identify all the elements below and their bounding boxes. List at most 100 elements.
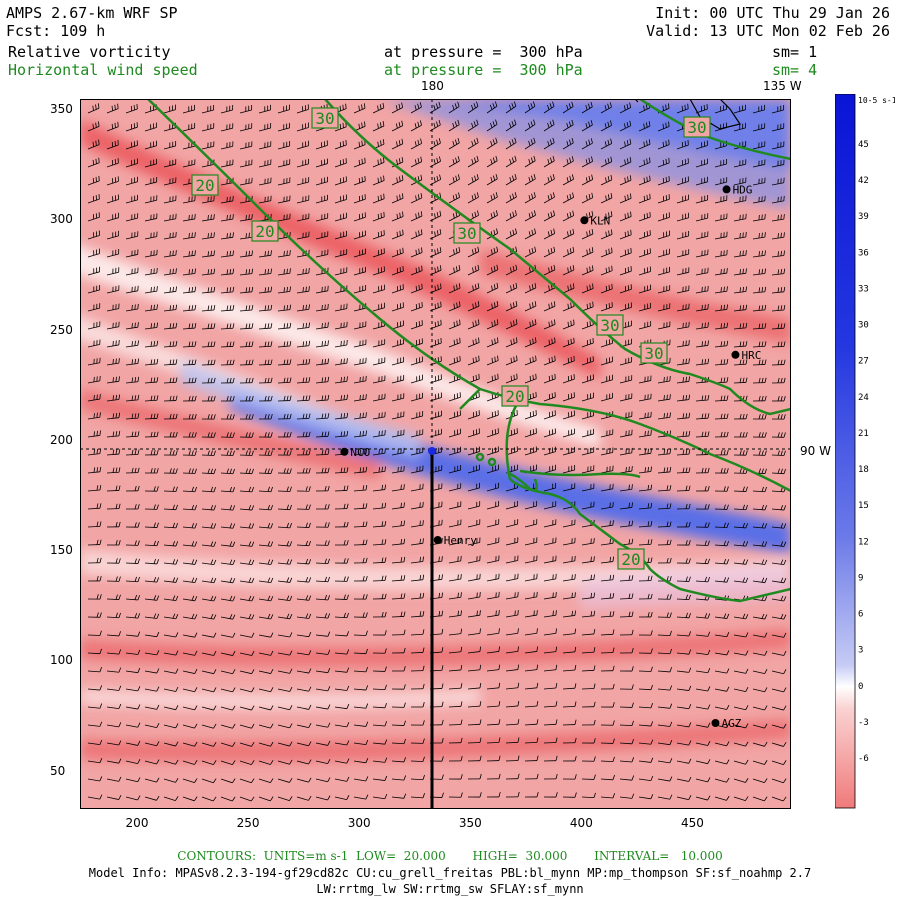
wind-barb-flag bbox=[327, 686, 331, 692]
wind-barb-flag bbox=[629, 157, 632, 163]
wind-barb bbox=[125, 126, 138, 132]
wind-barb-flag bbox=[346, 794, 350, 800]
wind-barb-flag bbox=[593, 592, 596, 598]
wind-barb-flag bbox=[573, 319, 575, 325]
wind-barb bbox=[505, 669, 518, 672]
wind-barb-flag bbox=[210, 559, 214, 565]
wind-barb bbox=[410, 361, 423, 366]
wind-barb-flag bbox=[498, 628, 500, 634]
wind-barb-flag bbox=[403, 775, 407, 781]
wind-barb bbox=[277, 616, 290, 620]
wind-barb-flag bbox=[153, 431, 156, 437]
wind-barb-flag bbox=[188, 468, 191, 474]
wind-barb-flag bbox=[419, 593, 422, 599]
wind-barb-flag bbox=[441, 628, 444, 634]
wind-barb-flag bbox=[153, 468, 156, 474]
wind-barb bbox=[543, 723, 557, 726]
wind-barb-flag bbox=[510, 321, 512, 327]
wind-barb bbox=[144, 706, 157, 710]
wind-barb-flag bbox=[669, 721, 673, 727]
wind-barb-flag bbox=[264, 395, 267, 401]
wind-barb-flag bbox=[289, 595, 293, 601]
wind-barb-flag bbox=[114, 104, 116, 110]
wind-barb-flag bbox=[688, 594, 691, 600]
wind-barb-flag bbox=[570, 320, 572, 326]
wind-barb-flag bbox=[610, 174, 613, 180]
wind-barb bbox=[676, 688, 689, 691]
wind-barb-flag bbox=[194, 778, 198, 783]
wind-barb bbox=[657, 634, 671, 636]
wind-barb-flag bbox=[574, 646, 577, 652]
wind-barb-flag bbox=[324, 340, 326, 346]
wind-barb-flag bbox=[191, 613, 195, 619]
wind-barb-flag bbox=[437, 266, 439, 272]
wind-barb-flag bbox=[96, 539, 99, 545]
wind-barb bbox=[201, 472, 215, 475]
wind-barb-flag bbox=[131, 395, 134, 401]
wind-barb bbox=[448, 705, 462, 708]
wind-barb-flag bbox=[232, 760, 236, 765]
wind-barb-flag bbox=[438, 120, 441, 126]
wind-barb-flag bbox=[742, 268, 744, 274]
wind-barb-flag bbox=[567, 267, 569, 273]
wind-barb-flag bbox=[153, 613, 157, 619]
wind-barb-flag bbox=[245, 287, 248, 293]
wind-barb-flag bbox=[472, 321, 474, 327]
wind-barb bbox=[296, 580, 309, 583]
wind-barb-flag bbox=[685, 431, 688, 437]
wind-barb-flag bbox=[365, 630, 368, 636]
wind-barb-flag bbox=[115, 521, 118, 527]
wind-barb bbox=[714, 688, 727, 692]
wind-barb-flag bbox=[669, 394, 671, 400]
wind-barb-flag bbox=[608, 266, 610, 272]
wind-barb-flag bbox=[688, 740, 692, 746]
wind-barb-flag bbox=[210, 414, 213, 420]
wind-barb bbox=[524, 687, 537, 690]
wind-barb-flag bbox=[99, 739, 103, 745]
wind-barb bbox=[638, 162, 651, 168]
wind-barb-flag bbox=[688, 540, 691, 546]
wind-barb-flag bbox=[547, 140, 550, 146]
wind-barb-flag bbox=[457, 119, 460, 125]
wind-barb-flag bbox=[270, 377, 273, 383]
wind-barb bbox=[372, 724, 385, 727]
wind-barb-flag bbox=[533, 155, 536, 161]
wind-barb bbox=[239, 634, 252, 638]
wind-barb-flag bbox=[95, 122, 97, 128]
wind-barb-flag bbox=[438, 592, 441, 598]
wind-barb-flag bbox=[688, 576, 691, 582]
wind-barb bbox=[201, 706, 214, 711]
wind-barb bbox=[448, 633, 461, 636]
wind-barb-flag bbox=[780, 595, 784, 601]
wind-barb-flag bbox=[188, 251, 190, 257]
wind-barb-flag bbox=[175, 741, 179, 747]
wind-barb-flag bbox=[723, 486, 726, 492]
wind-barb-flag bbox=[509, 231, 512, 237]
wind-barb-flag bbox=[723, 449, 726, 456]
wind-barb-flag bbox=[381, 611, 384, 618]
wind-barb bbox=[372, 525, 385, 528]
wind-barb-flag bbox=[378, 449, 380, 455]
wind-barb-flag bbox=[226, 450, 229, 456]
wind-barb-flag bbox=[479, 701, 482, 707]
colorbar-tick-label: 45 bbox=[858, 140, 869, 150]
wind-barb bbox=[410, 124, 422, 132]
wind-barb-flag bbox=[267, 359, 270, 365]
wind-barb-flag bbox=[324, 322, 326, 328]
wind-barb-flag bbox=[232, 614, 236, 620]
wind-barb-flag bbox=[455, 157, 458, 163]
wind-barb-flag bbox=[137, 740, 141, 746]
wind-barb-flag bbox=[415, 267, 417, 273]
wind-barb-flag bbox=[251, 323, 254, 329]
wind-barb-flag bbox=[591, 210, 594, 216]
wind-barb-flag bbox=[436, 157, 439, 163]
wind-barb bbox=[524, 669, 537, 672]
wind-barb-flag bbox=[548, 357, 551, 363]
wind-barb-flag bbox=[515, 228, 517, 234]
wind-barb-flag bbox=[422, 611, 425, 617]
wind-barb-flag bbox=[359, 413, 361, 419]
wind-barb-flag bbox=[650, 739, 654, 745]
wind-barb-flag bbox=[554, 355, 556, 361]
wind-barb bbox=[239, 688, 252, 693]
wind-barb-flag bbox=[605, 195, 607, 201]
